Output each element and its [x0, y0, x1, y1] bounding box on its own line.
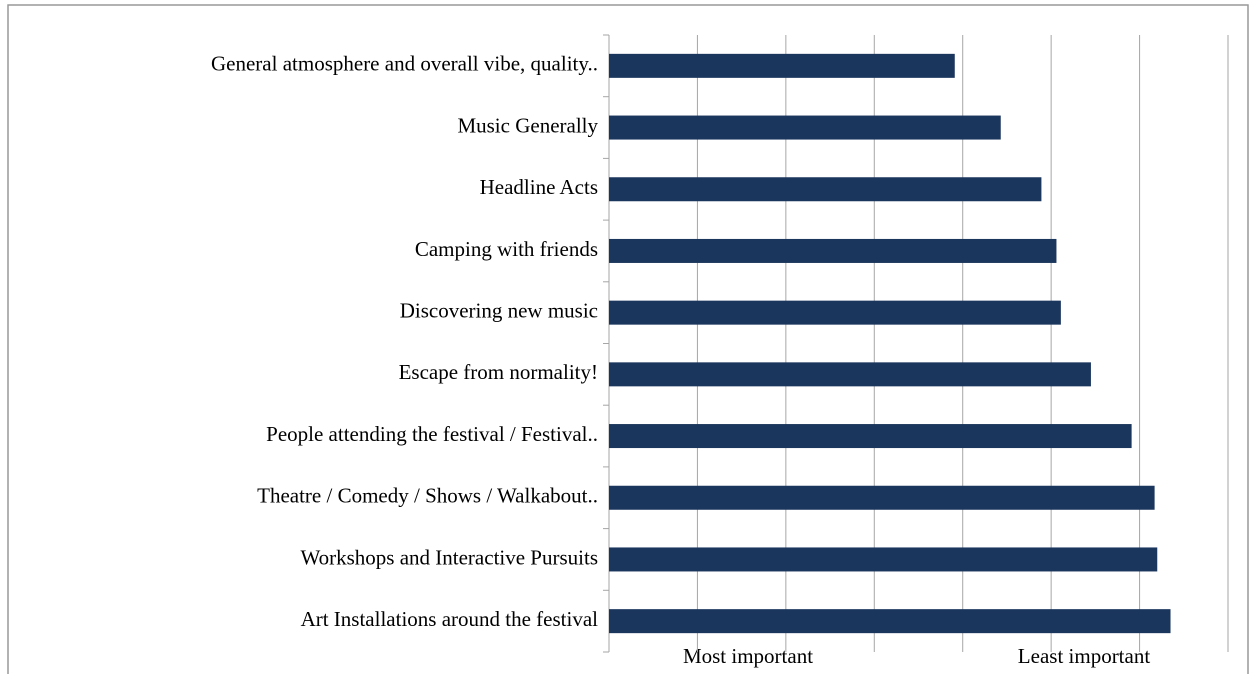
x-label-high: Least important — [1018, 644, 1151, 668]
y-tick-label: Music Generally — [457, 113, 598, 137]
y-tick-label: Headline Acts — [480, 175, 598, 199]
bar — [609, 300, 1061, 325]
bar — [609, 362, 1091, 387]
y-tick-label: Art Installations around the festival — [301, 607, 599, 631]
y-tick-label: General atmosphere and overall vibe, qua… — [211, 52, 598, 76]
bar — [609, 609, 1171, 634]
bar — [609, 238, 1057, 263]
bar — [609, 53, 955, 78]
bar — [609, 115, 1001, 140]
x-label-low: Most important — [683, 644, 813, 668]
bar — [609, 547, 1158, 572]
y-tick-label: Workshops and Interactive Pursuits — [300, 545, 598, 569]
y-tick-label: Discovering new music — [400, 298, 598, 322]
bar — [609, 424, 1132, 449]
y-tick-label: Escape from normality! — [399, 360, 598, 384]
y-tick-label: Camping with friends — [415, 237, 598, 261]
bar — [609, 177, 1042, 202]
y-tick-label: People attending the festival / Festival… — [266, 422, 598, 446]
chart-border — [7, 4, 1249, 674]
bar — [609, 485, 1155, 510]
y-tick-label: Theatre / Comedy / Shows / Walkabout.. — [257, 484, 598, 508]
